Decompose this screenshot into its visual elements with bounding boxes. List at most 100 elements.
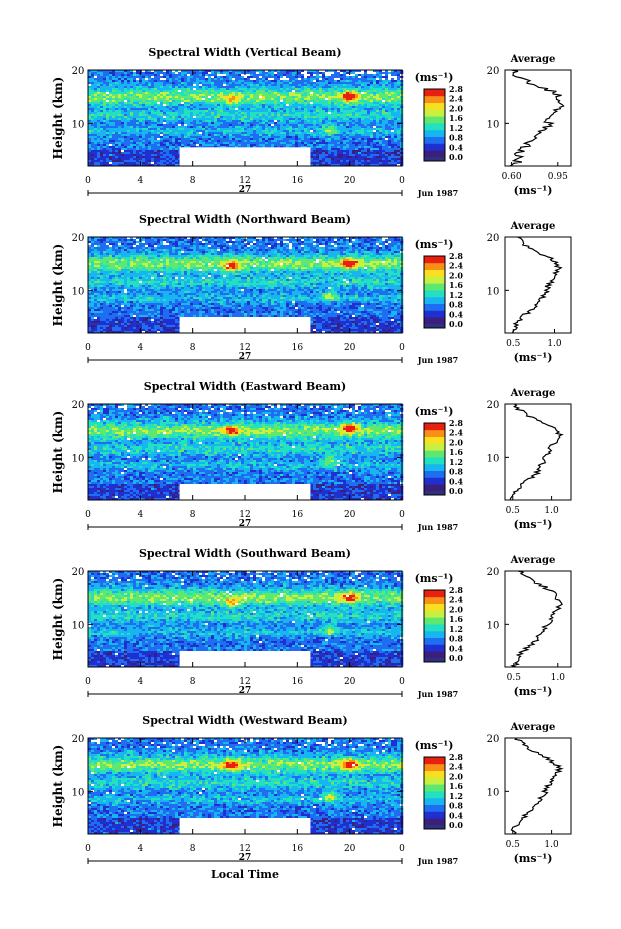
heatmap-cell [103, 80, 106, 82]
heatmap-cell [346, 76, 349, 78]
heatmap-cell [373, 72, 376, 74]
heatmap-cell [166, 142, 169, 144]
heatmap-cell [124, 72, 127, 74]
heatmap-cell [205, 130, 208, 132]
heatmap-cell [334, 84, 337, 86]
heatmap-cell [373, 118, 376, 120]
heatmap-cell [388, 130, 391, 132]
heatmap-cell [154, 90, 157, 92]
heatmap-cell [343, 120, 346, 122]
heatmap-cell [388, 90, 391, 92]
heatmap-cell [241, 104, 244, 106]
heatmap-cell [361, 104, 364, 106]
heatmap-cell [376, 80, 379, 82]
heatmap-cell [211, 78, 214, 80]
heatmap-cell [247, 140, 250, 142]
heatmap-cell [163, 88, 166, 90]
heatmap-cell [187, 98, 190, 100]
heatmap-cell [334, 124, 337, 126]
heatmap-cell [286, 132, 289, 134]
heatmap-cell [157, 158, 160, 160]
heatmap-cell [283, 144, 286, 146]
heatmap-cell [232, 108, 235, 110]
heatmap-cell [343, 114, 346, 116]
heatmap-cell [316, 128, 319, 130]
heatmap-cell [343, 130, 346, 132]
heatmap-cell [238, 96, 241, 98]
heatmap-cell [133, 86, 136, 88]
heatmap-cell [370, 114, 373, 116]
heatmap-cell [289, 110, 292, 112]
heatmap-cell [238, 102, 241, 104]
heatmap-cell [268, 82, 271, 84]
heatmap-cell [367, 94, 370, 96]
heatmap-cell [172, 98, 175, 100]
heatmap-cell [169, 102, 172, 104]
heatmap-cell [205, 126, 208, 128]
heatmap-cell [112, 96, 115, 98]
heatmap-cell [334, 108, 337, 110]
heatmap-cell [328, 94, 331, 96]
heatmap-cell [226, 96, 229, 98]
heatmap-cell [295, 86, 298, 88]
heatmap-cell [379, 120, 382, 122]
heatmap-cell [328, 132, 331, 134]
heatmap-cell [391, 120, 394, 122]
heatmap-cell [322, 116, 325, 118]
heatmap-cell [226, 88, 229, 90]
heatmap-cell [112, 84, 115, 86]
heatmap-cell [385, 98, 388, 100]
heatmap-cell [298, 112, 301, 114]
heatmap-cell [172, 84, 175, 86]
heatmap-cell [223, 90, 226, 92]
heatmap-cell [202, 120, 205, 122]
heatmap-cell [241, 120, 244, 122]
heatmap-cell [343, 126, 346, 128]
heatmap-cell [316, 120, 319, 122]
heatmap-cell [319, 80, 322, 82]
heatmap-cell [292, 110, 295, 112]
heatmap-cell [118, 136, 121, 138]
heatmap-cell [199, 110, 202, 112]
heatmap-cell [172, 160, 175, 162]
heatmap-cell [115, 138, 118, 140]
heatmap-cell [181, 112, 184, 114]
heatmap-cell [325, 158, 328, 160]
heatmap-cell [382, 128, 385, 130]
heatmap-cell [181, 124, 184, 126]
heatmap-cell [337, 112, 340, 114]
heatmap-cell [226, 106, 229, 108]
heatmap-cell [313, 88, 316, 90]
heatmap-cell [382, 148, 385, 150]
heatmap-cell [229, 114, 232, 116]
heatmap-cell [298, 84, 301, 86]
heatmap-cell [229, 92, 232, 94]
heatmap-cell [106, 152, 109, 154]
heatmap-cell [319, 82, 322, 84]
heatmap-cell [379, 116, 382, 118]
heatmap-cell [385, 110, 388, 112]
heatmap-cell [373, 114, 376, 116]
heatmap-cell [292, 76, 295, 78]
heatmap-cell [331, 94, 334, 96]
heatmap-cell [379, 114, 382, 116]
heatmap-cell [376, 104, 379, 106]
heatmap-cell [100, 102, 103, 104]
heatmap-cell [265, 108, 268, 110]
heatmap-cell [124, 116, 127, 118]
heatmap-cell [349, 100, 352, 102]
heatmap-cell [121, 132, 124, 134]
heatmap-cell [361, 162, 364, 164]
heatmap-cell [307, 88, 310, 90]
heatmap-cell [391, 84, 394, 86]
heatmap-cell [109, 84, 112, 86]
heatmap-cell [328, 126, 331, 128]
heatmap-cell [154, 160, 157, 162]
heatmap-cell [271, 118, 274, 120]
heatmap-cell [154, 116, 157, 118]
heatmap-cell [310, 148, 313, 150]
heatmap-cell [220, 98, 223, 100]
heatmap-cell [358, 130, 361, 132]
heatmap-cell [238, 84, 241, 86]
heatmap-cell [241, 98, 244, 100]
